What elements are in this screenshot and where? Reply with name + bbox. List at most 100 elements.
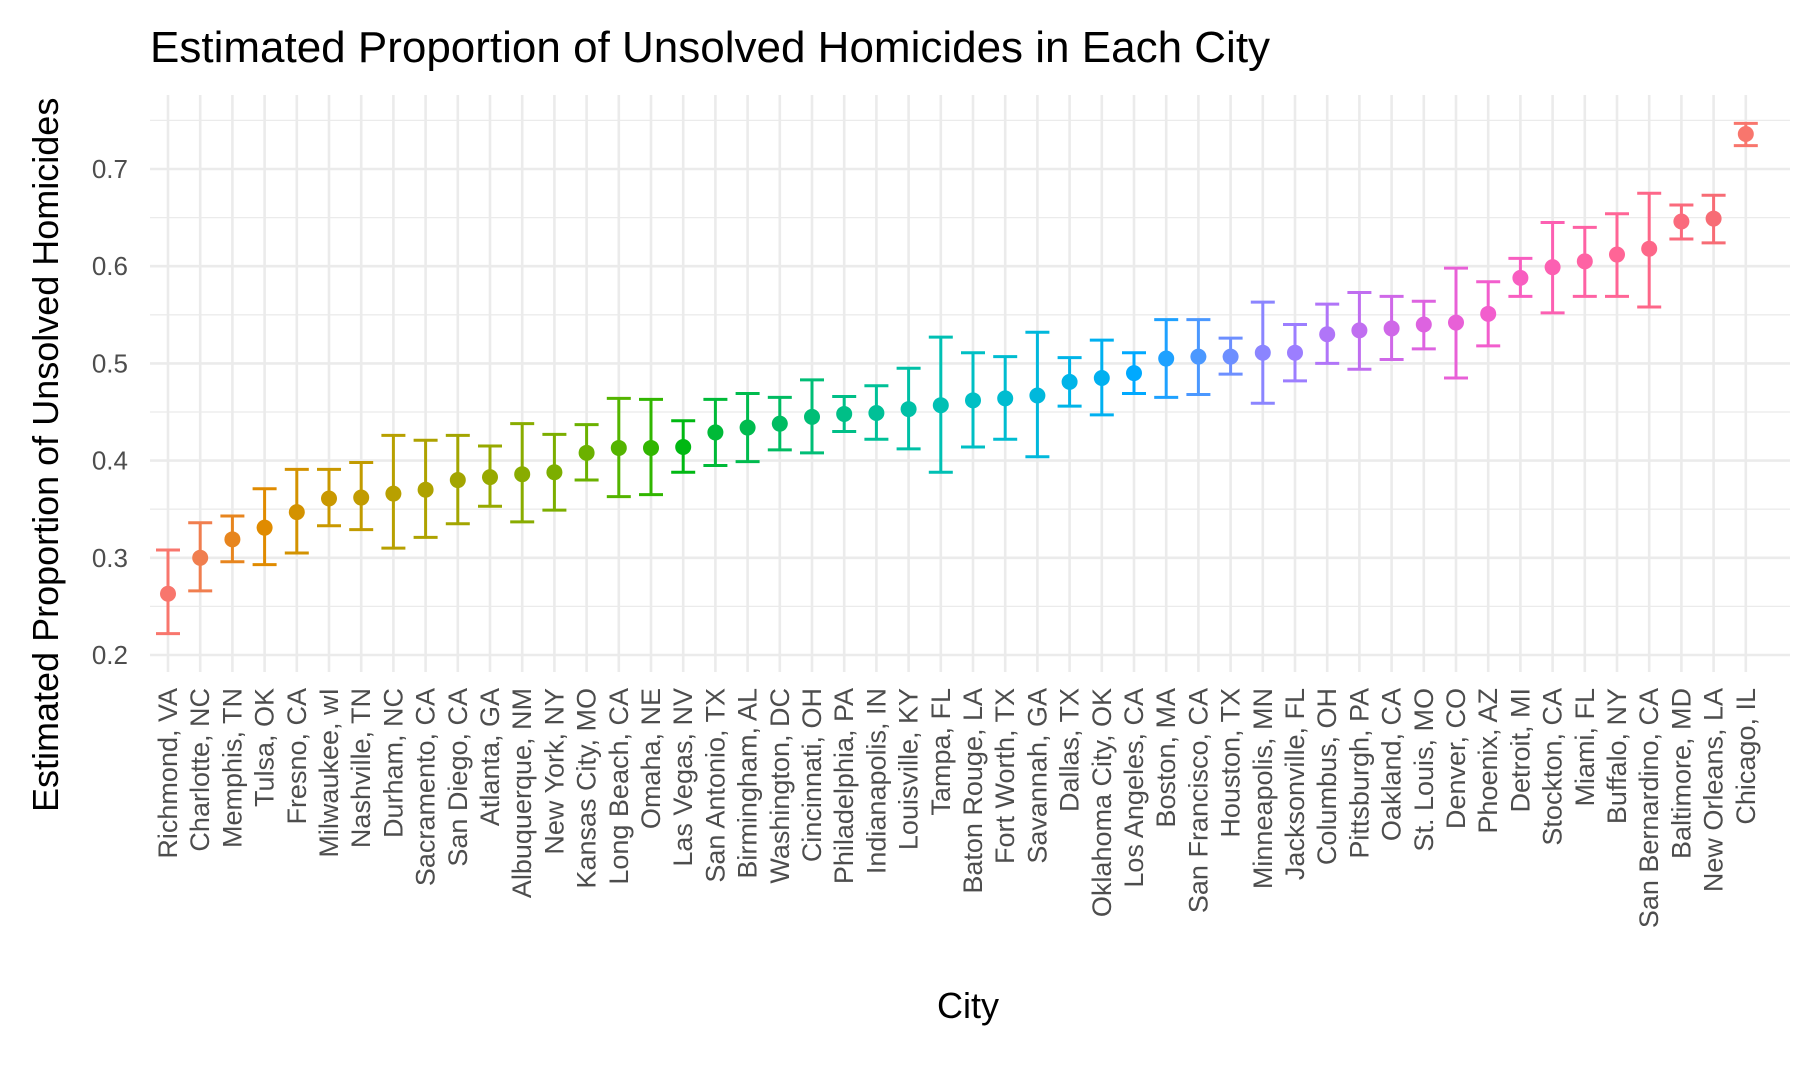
city-mark [1476, 280, 1501, 348]
x-tick-label: Charlotte, NC [185, 688, 215, 852]
estimate-point [1222, 348, 1239, 365]
x-tick-label: Sacramento, CA [411, 688, 441, 886]
city-mark [1250, 300, 1275, 405]
estimate-point [1705, 210, 1722, 227]
estimate-point [1383, 320, 1400, 337]
city-mark [1122, 351, 1146, 396]
y-tick-label: 0.3 [92, 543, 128, 573]
x-tick-label: Savannah, GA [1022, 688, 1052, 864]
x-tick-label: Omaha, NE [636, 688, 666, 829]
city-mark [1025, 330, 1050, 459]
city-mark [671, 419, 696, 474]
estimate-point [1126, 365, 1142, 382]
city-mark [317, 467, 341, 528]
city-mark [961, 351, 985, 449]
city-mark [703, 397, 728, 467]
city-mark [1411, 299, 1436, 351]
estimate-point [1254, 344, 1271, 361]
x-tick-label: Pittsburgh, PA [1344, 688, 1374, 859]
estimate-point [385, 485, 402, 502]
estimate-point [1319, 326, 1336, 343]
x-tick-label: Stockton, CA [1538, 688, 1568, 846]
estimate-point [1415, 316, 1432, 333]
x-tick-label: San Diego, CA [443, 688, 473, 867]
estimate-point [1673, 213, 1690, 230]
city-mark [1218, 336, 1243, 376]
x-axis-title: City [937, 985, 999, 1026]
city-mark [1733, 121, 1758, 148]
x-tick-label: New Orleans, LA [1699, 688, 1729, 892]
estimate-point [1093, 369, 1110, 386]
city-mark [1315, 302, 1340, 365]
estimate-point [610, 439, 627, 456]
estimate-point [643, 439, 659, 456]
city-mark [1283, 323, 1307, 383]
x-tick-label: Birmingham, AL [733, 688, 763, 879]
x-tick-label: Albuquerque, NM [507, 688, 537, 898]
city-mark [445, 433, 470, 526]
city-mark [188, 521, 213, 593]
x-tick-label: Philadelphia, PA [829, 688, 859, 884]
estimate-point [546, 464, 563, 481]
city-mark [1379, 294, 1404, 362]
estimate-point [900, 401, 917, 418]
estimate-point [353, 489, 370, 506]
estimate-point [224, 531, 241, 548]
y-tick-label: 0.5 [92, 348, 128, 378]
y-tick-label: 0.7 [92, 154, 128, 184]
x-tick-label: Houston, TX [1216, 688, 1246, 838]
x-tick-label: Oklahoma City, OK [1087, 688, 1117, 917]
x-tick-label: Memphis, TN [217, 688, 247, 848]
estimate-point [675, 438, 692, 455]
city-mark [735, 392, 760, 464]
estimate-point [1190, 348, 1207, 365]
city-mark [510, 422, 535, 524]
city-mark [1572, 225, 1597, 298]
city-mark [574, 423, 599, 482]
city-mark [1605, 212, 1629, 298]
x-tick-label: Nashville, TN [346, 688, 376, 848]
estimate-point [1061, 373, 1078, 390]
x-tick-label: Los Angeles, CA [1119, 688, 1149, 888]
x-tick-label: Kansas City, MO [572, 688, 602, 889]
estimate-point [739, 419, 756, 436]
city-mark [478, 444, 502, 508]
city-mark [1089, 338, 1114, 417]
city-mark [896, 366, 921, 451]
city-mark [542, 432, 567, 512]
city-mark [832, 394, 857, 433]
x-tick-label: San Antonio, TX [700, 688, 730, 883]
estimate-point [1287, 344, 1303, 361]
x-tick-label: Jacksonville, FL [1280, 688, 1310, 880]
x-tick-label: Tampa, FL [926, 688, 956, 816]
city-mark [1637, 191, 1662, 309]
city-mark [928, 335, 953, 474]
city-mark [800, 378, 824, 455]
estimate-point [965, 392, 981, 409]
x-tick-label: Phoenix, AZ [1473, 688, 1503, 834]
city-mark [864, 384, 889, 441]
marks [156, 121, 1758, 636]
x-tick-label: Washington, DC [765, 688, 795, 884]
x-tick-label: Buffalo, NY [1602, 688, 1632, 824]
city-mark [1186, 318, 1211, 397]
city-mark [1669, 203, 1694, 241]
x-tick-label: New York, NY [539, 688, 569, 855]
city-mark [1444, 266, 1468, 380]
city-mark [1057, 356, 1082, 408]
estimate-point [997, 390, 1014, 407]
estimate-point [1576, 253, 1593, 270]
y-axis-title: Estimated Proportion of Unsolved Homicid… [25, 98, 66, 812]
city-mark [284, 467, 309, 555]
y-tick-label: 0.2 [92, 640, 128, 670]
city-mark [1701, 193, 1726, 245]
estimate-point [417, 481, 434, 498]
estimate-point [1512, 269, 1529, 286]
x-tick-label: Richmond, VA [153, 688, 183, 859]
x-tick-label: Denver, CO [1441, 688, 1471, 829]
city-mark [381, 433, 406, 550]
estimate-point [1609, 246, 1625, 263]
x-tick-label: Fresno, CA [282, 688, 312, 825]
x-tick-label: Baltimore, MD [1666, 688, 1696, 859]
x-tick-label: San Bernardino, CA [1634, 688, 1664, 928]
